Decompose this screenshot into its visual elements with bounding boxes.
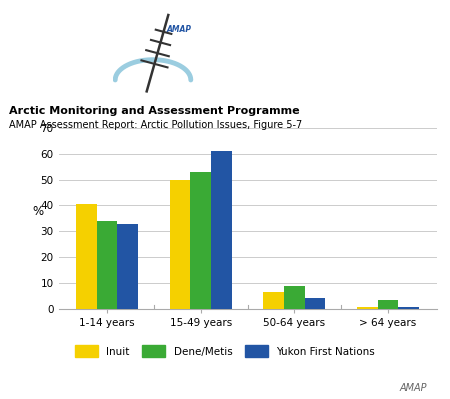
Bar xyxy=(305,298,325,309)
Text: Arctic Monitoring and Assessment Programme: Arctic Monitoring and Assessment Program… xyxy=(9,106,300,116)
Bar xyxy=(117,223,138,309)
Bar xyxy=(284,286,305,309)
Y-axis label: %: % xyxy=(32,205,43,219)
Bar xyxy=(190,172,211,309)
Bar xyxy=(211,151,232,309)
Bar xyxy=(398,306,418,309)
Text: AMAP Assessment Report: Arctic Pollution Issues, Figure 5-7: AMAP Assessment Report: Arctic Pollution… xyxy=(9,120,302,130)
Bar xyxy=(97,221,117,309)
Bar xyxy=(378,300,398,309)
Bar xyxy=(76,204,97,309)
Legend: Inuit, Dene/Metis, Yukon First Nations: Inuit, Dene/Metis, Yukon First Nations xyxy=(75,345,375,357)
Bar xyxy=(170,180,190,309)
Text: AMAP: AMAP xyxy=(166,26,192,34)
Text: AMAP: AMAP xyxy=(400,383,428,393)
Bar xyxy=(357,306,378,309)
Bar xyxy=(263,292,284,309)
